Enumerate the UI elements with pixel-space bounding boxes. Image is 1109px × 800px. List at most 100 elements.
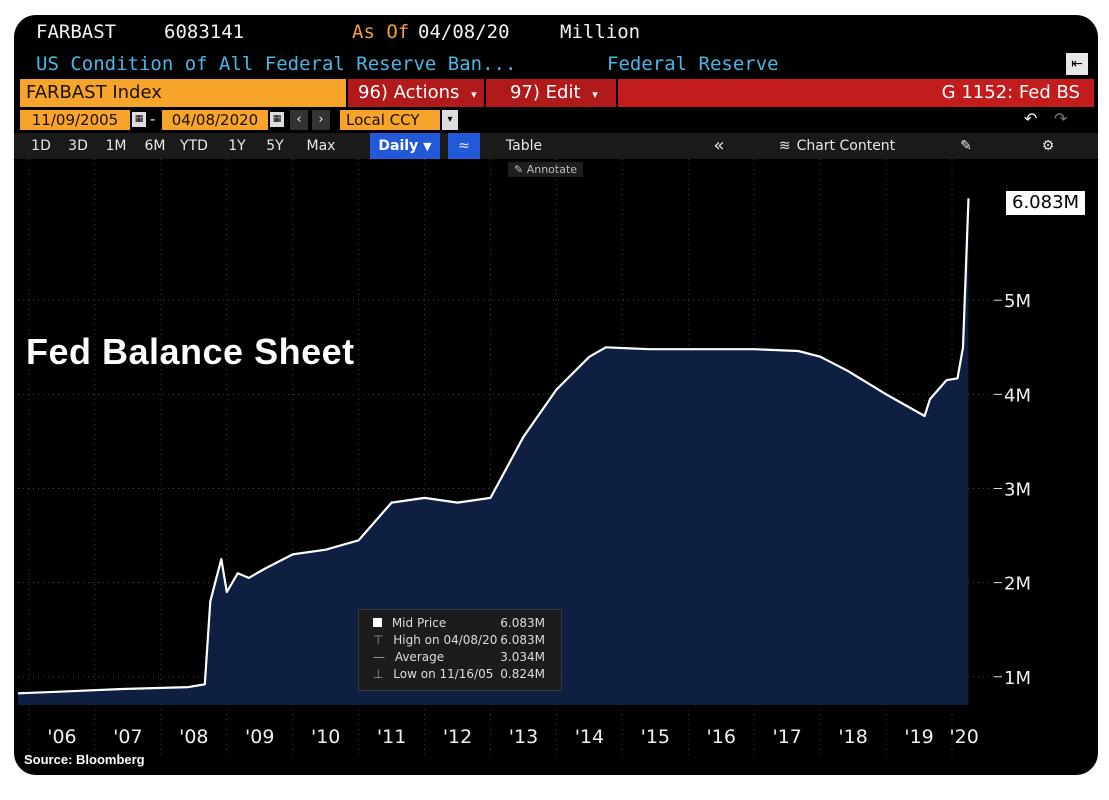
start-date-field[interactable]: 11/09/2005	[20, 110, 130, 130]
low-marker-icon: ⊥	[373, 667, 384, 681]
legend-value: 0.824M	[500, 667, 545, 681]
calendar-icon[interactable]: ▦	[270, 112, 284, 127]
index-name: FARBAST Index	[26, 82, 162, 103]
legend-value: 3.034M	[500, 650, 545, 664]
chevron-down-icon: ▾	[471, 88, 477, 101]
legend: Mid Price 6.083M ⊤ High on 04/08/20 6.08…	[358, 609, 562, 691]
as-of-label: As Of	[352, 21, 410, 43]
legend-value: 6.083M	[500, 633, 545, 647]
x-tick-label: '08	[179, 726, 208, 748]
x-tick-label: '11	[377, 726, 406, 748]
legend-label: Low on 11/16/05	[393, 667, 494, 681]
chart-content-button[interactable]: ≋ Chart Content	[762, 133, 912, 159]
x-axis: '06 '07 '08 '09 '10 '11 '12 '13 '14 '15 '16 '17 '18 '…	[47, 726, 979, 748]
redo-icon[interactable]: ↷	[1054, 109, 1068, 128]
toolbar: 1D 3D 1M 6M YTD 1Y 5Y Max Daily ▼ ≈ Tabl…	[14, 133, 1098, 159]
chevron-right-icon[interactable]: ›	[312, 110, 330, 130]
units-label: Million	[560, 21, 641, 43]
description-row: US Condition of All Federal Reserve Ban.…	[14, 51, 1098, 79]
gear-icon[interactable]: ⚙	[1041, 138, 1055, 154]
range-ytd[interactable]: YTD	[180, 138, 208, 154]
actions-menu[interactable]: 96) Actions ▾	[348, 79, 484, 107]
x-tick-label: '20	[949, 726, 978, 748]
calendar-icon[interactable]: ▦	[132, 112, 146, 127]
line-chart-icon[interactable]: ≈	[448, 133, 480, 159]
chart-area: '06 '07 '08 '09 '10 '11 '12 '13 '14 '15 '16 '17 '18 '…	[17, 159, 1031, 755]
range-6m[interactable]: 6M	[144, 138, 166, 154]
chevron-down-icon[interactable]: ▾	[442, 110, 458, 130]
range-5y[interactable]: 5Y	[266, 138, 284, 154]
chevron-left-icon[interactable]: ‹	[290, 110, 308, 130]
legend-label: Average	[394, 650, 445, 664]
end-date-field[interactable]: 04/08/2020	[162, 110, 268, 130]
legend-value: 6.083M	[500, 616, 545, 630]
edit-chart-icon[interactable]: ✎	[960, 138, 972, 154]
x-tick-label: '07	[113, 726, 142, 748]
ticker-code: FARBAST	[36, 21, 117, 43]
legend-item: ⊤ High on 04/08/20 6.083M	[373, 633, 553, 649]
balance-sheet-line	[17, 198, 970, 695]
annotate-label: Annotate	[526, 163, 578, 176]
annotate-button[interactable]: ✎ Annotate	[508, 162, 584, 177]
range-max[interactable]: Max	[306, 138, 336, 154]
header-row: FARBAST 6083141 As Of 04/08/20 Million	[14, 15, 1098, 51]
last-value: 6083141	[164, 21, 245, 43]
average-marker-icon: —	[373, 650, 385, 664]
date-range-row: 11/09/2005 ▦ - 04/08/2020 ▦ ‹ › Local CC…	[14, 109, 1098, 131]
range-1d[interactable]: 1D	[31, 138, 51, 154]
y-axis: 1M 2M 3M 4M 5M	[994, 291, 1031, 689]
y-tick-label: 4M	[1004, 385, 1031, 406]
chart-window: FARBAST 6083141 As Of 04/08/20 Million U…	[14, 15, 1098, 775]
source-note: Source: Bloomberg	[24, 752, 145, 767]
range-1y[interactable]: 1Y	[228, 138, 246, 154]
edit-menu[interactable]: 97) Edit ▾	[486, 79, 616, 107]
x-tick-label: '19	[904, 726, 933, 748]
legend-label: Mid Price	[391, 616, 447, 630]
pencil-icon: ✎	[514, 163, 527, 176]
x-tick-label: '15	[641, 726, 670, 748]
currency-select[interactable]: Local CCY	[340, 110, 440, 130]
chart-content-label: Chart Content	[796, 138, 896, 154]
undo-icon[interactable]: ↶	[1024, 109, 1038, 128]
export-icon[interactable]: ⇤	[1066, 53, 1088, 75]
y-tick-label: 2M	[1004, 574, 1031, 595]
legend-item: — Average 3.034M	[373, 650, 553, 666]
range-1m[interactable]: 1M	[105, 138, 127, 154]
frequency-select[interactable]: Daily ▼	[370, 133, 440, 159]
index-field[interactable]: FARBAST Index	[20, 79, 346, 107]
chevron-down-icon: ▼	[423, 140, 432, 153]
source-name: Federal Reserve	[607, 53, 779, 75]
square-icon	[373, 618, 382, 627]
collapse-icon[interactable]: «	[713, 135, 725, 156]
x-tick-label: '18	[838, 726, 867, 748]
x-tick-label: '16	[707, 726, 736, 748]
x-tick-label: '12	[443, 726, 472, 748]
y-tick-label: 5M	[1004, 291, 1031, 312]
as-of-date: 04/08/20	[418, 21, 510, 43]
series-description: US Condition of All Federal Reserve Ban.…	[36, 53, 517, 75]
x-tick-label: '06	[47, 726, 76, 748]
legend-item: Mid Price 6.083M	[373, 616, 553, 632]
y-tick-label: 3M	[1004, 479, 1031, 500]
balance-sheet-area	[18, 198, 969, 706]
function-bar[interactable]: G 1152: Fed BS	[618, 79, 1094, 107]
edit-label: 97) Edit	[510, 82, 581, 103]
high-marker-icon: ⊤	[373, 633, 384, 647]
x-tick-label: '09	[245, 726, 274, 748]
legend-label: High on 04/08/20	[393, 633, 498, 647]
x-tick-label: '14	[575, 726, 604, 748]
range-3d[interactable]: 3D	[68, 138, 88, 154]
y-tick-label: 1M	[1004, 668, 1031, 689]
chevron-down-icon: ▾	[592, 88, 598, 101]
x-tick-label: '17	[772, 726, 801, 748]
frequency-label: Daily	[378, 138, 419, 154]
actions-label: 96) Actions	[358, 82, 460, 103]
command-row: FARBAST Index 96) Actions ▾ 97) Edit ▾ G…	[14, 79, 1098, 107]
last-price-label: 6.083M	[1006, 191, 1086, 215]
function-label: G 1152: Fed BS	[941, 82, 1080, 103]
date-separator: -	[150, 110, 156, 128]
legend-item: ⊥ Low on 11/16/05 0.824M	[373, 667, 553, 683]
table-button[interactable]: Table	[505, 138, 543, 154]
chart-title: Fed Balance Sheet	[26, 331, 355, 372]
chart-content-icon: ≋	[778, 138, 791, 154]
